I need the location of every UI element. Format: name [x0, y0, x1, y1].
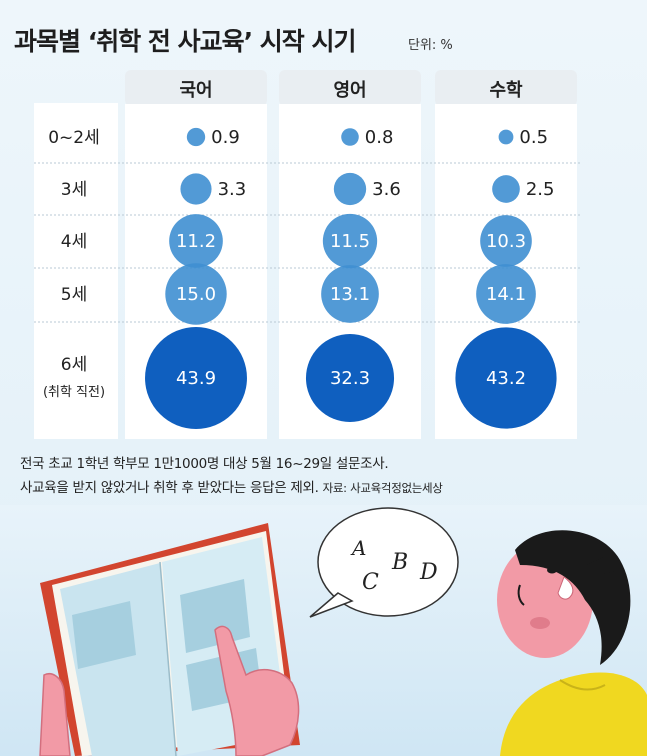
value-label-r4-c1: 15.0: [176, 284, 216, 305]
value-label-r4-c3: 14.1: [486, 284, 526, 305]
value-label-r4-c2: 13.1: [330, 284, 370, 305]
bubble-r5-c1: [145, 327, 247, 429]
value-label-r3-c1: 11.2: [176, 231, 216, 252]
bubble-r4-c2: [321, 265, 379, 323]
value-label-r2-c2: 3.6: [372, 179, 401, 200]
value-label-r1-c2: 0.8: [365, 127, 394, 148]
column-label-2: 영어: [333, 80, 366, 101]
bubble-r2-c2: [333, 172, 367, 206]
bubble-r1-c3: [498, 129, 514, 145]
value-label-r5-c3: 43.2: [486, 368, 526, 389]
source-text: 자료: 사교육걱정없는세상: [322, 481, 443, 495]
value-label-r3-c2: 11.5: [330, 231, 370, 252]
value-label-r2-c1: 3.3: [218, 179, 247, 200]
column-label-3: 수학: [489, 79, 523, 101]
column-label-1: 국어: [179, 80, 212, 101]
exclusion-note: 사교육을 받지 않았거나 취학 후 받았다는 응답은 제외. 자료: 사교육걱정…: [20, 476, 443, 496]
column-header-1: [125, 70, 267, 106]
bubble-r3-c2: [322, 213, 378, 269]
value-label-r2-c3: 2.5: [526, 179, 555, 200]
child-reading-illustration: A C B D: [0, 505, 647, 756]
speech-letter-b: B: [391, 550, 408, 575]
bubble-r4-c3: [476, 264, 536, 324]
bubble-chart: 국어 영어 수학 0~2세 3세 4세 5세 6세 (취학 직전) 0.9 0.8 0.5 3.3 3.6…: [34, 70, 582, 439]
bubble-r3-c3: [480, 215, 532, 267]
speech-letter-a: A: [350, 536, 366, 560]
bubble-r5-c2: [305, 333, 395, 423]
bubble-r2-c1: [180, 173, 212, 205]
column-header-3: [435, 70, 577, 106]
bubble-r5-c3: [455, 327, 557, 429]
column-header-2: [279, 70, 421, 106]
bubble-r3-c1: [169, 214, 223, 268]
speech-bubble: A C B D: [309, 507, 459, 618]
speech-letter-d: D: [419, 560, 438, 585]
bubble-r4-c1: [165, 263, 227, 325]
speech-letter-c: C: [362, 570, 379, 595]
value-label-r3-c3: 10.3: [486, 231, 526, 252]
row-label-3: 4세: [61, 232, 87, 252]
exclusion-text: 사교육을 받지 않았거나 취학 후 받았다는 응답은 제외.: [20, 480, 319, 496]
row-label-4: 5세: [61, 285, 87, 305]
bubble-r1-c1: [186, 127, 206, 147]
row-label-panel: [34, 103, 118, 439]
unit-label: 단위: %: [408, 38, 453, 53]
value-label-r5-c1: 43.9: [176, 368, 216, 389]
value-label-r1-c3: 0.5: [519, 127, 548, 148]
row-sublabel-5: (취학 직전): [43, 385, 105, 400]
row-label-1: 0~2세: [48, 128, 100, 148]
chart-title: 과목별 ‘취학 전 사교육’ 시작 시기: [14, 27, 357, 56]
child: [497, 530, 647, 756]
row-label-2: 3세: [61, 180, 87, 200]
bubble-r1-c2: [341, 128, 359, 146]
bubble-r2-c3: [492, 175, 520, 203]
value-label-r1-c1: 0.9: [211, 127, 240, 148]
value-label-r5-c2: 32.3: [330, 368, 370, 389]
survey-note: 전국 초교 1학년 학부모 1만1000명 대상 5월 16~29일 설문조사.: [20, 456, 389, 472]
row-label-5: 6세: [61, 355, 87, 375]
hand: [39, 625, 300, 756]
